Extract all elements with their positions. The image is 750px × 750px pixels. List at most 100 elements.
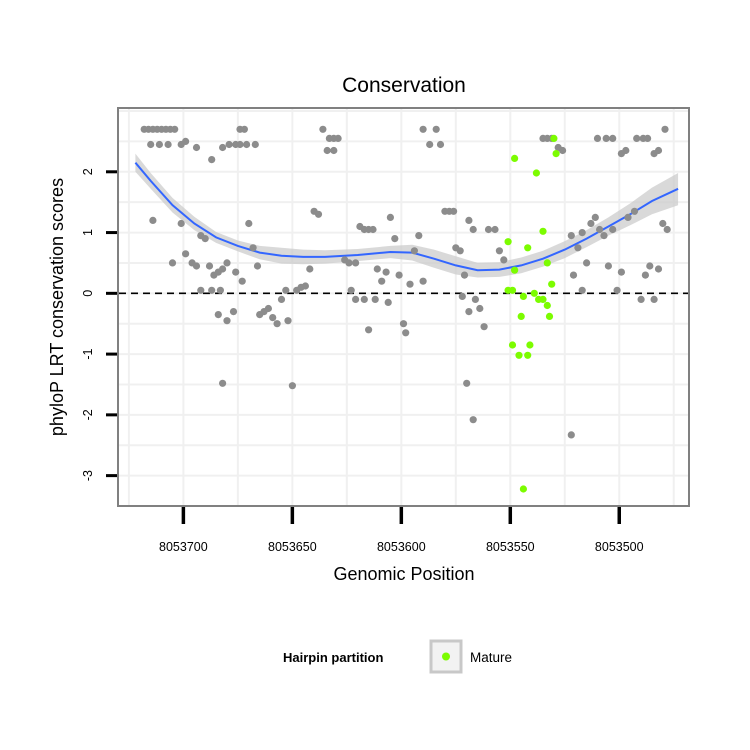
point-other (426, 140, 434, 149)
point-other (240, 125, 248, 133)
point-other (192, 262, 201, 270)
point-other (168, 259, 177, 267)
point-other (465, 308, 473, 316)
plot-panel (117, 107, 690, 507)
point-other (284, 317, 292, 325)
grid-lines (119, 109, 688, 505)
point-other (456, 247, 464, 255)
point-other (365, 326, 373, 334)
point-other (219, 143, 227, 152)
point-mature (532, 169, 541, 177)
y-axis: 2 1 0 -1 -2 -3 (81, 168, 117, 481)
point-other (593, 134, 602, 142)
point-mature (517, 312, 525, 320)
point-other (384, 298, 392, 306)
legend-mature-dot (442, 652, 450, 661)
y-tick-label: -1 (81, 348, 95, 359)
point-other (495, 247, 503, 255)
point-mature (508, 286, 517, 294)
point-other (463, 379, 471, 387)
point-mature (526, 341, 534, 349)
point-mature (550, 134, 558, 142)
point-other (419, 125, 427, 133)
point-other (288, 382, 296, 390)
point-mature (548, 280, 556, 288)
point-other (604, 262, 613, 270)
point-other (251, 140, 259, 149)
point-other (319, 125, 327, 133)
point-mature (539, 227, 547, 235)
point-other (223, 259, 231, 267)
point-other (232, 268, 240, 276)
point-other (197, 286, 205, 294)
point-mature (545, 312, 554, 320)
point-other (406, 280, 414, 288)
point-other (201, 235, 209, 243)
point-other (469, 225, 477, 234)
point-other (386, 213, 394, 221)
point-other (410, 247, 418, 255)
point-other (613, 286, 621, 294)
point-other (646, 262, 654, 270)
point-other (609, 134, 617, 142)
point-other (491, 225, 499, 234)
point-other (236, 140, 244, 149)
point-other (345, 259, 353, 267)
point-other (432, 125, 440, 133)
point-other (637, 295, 645, 303)
point-other (269, 314, 277, 322)
point-other (583, 259, 591, 267)
point-other (641, 271, 650, 279)
point-other (192, 143, 201, 152)
point-other (458, 292, 466, 300)
point-other (171, 125, 179, 133)
point-other (245, 219, 253, 228)
point-mature (543, 301, 551, 310)
point-other (609, 225, 617, 234)
point-other (661, 125, 669, 133)
point-mature (524, 351, 532, 359)
point-other (465, 216, 473, 224)
point-other (395, 271, 403, 279)
point-other (282, 286, 290, 294)
point-other (382, 268, 390, 276)
point-other (371, 295, 379, 303)
point-other (264, 304, 272, 313)
point-other (378, 277, 386, 285)
x-tick-label: 8053500 (595, 540, 644, 554)
point-other (208, 156, 216, 164)
point-other (164, 140, 172, 149)
point-mature (510, 266, 519, 274)
x-tick-label: 8053600 (377, 540, 426, 554)
point-mature (515, 351, 523, 359)
point-mature (504, 238, 512, 246)
point-other (624, 213, 632, 221)
point-mature (524, 244, 532, 252)
x-tick-label: 8053650 (268, 540, 317, 554)
point-other (415, 232, 423, 240)
point-other (659, 219, 667, 228)
point-other (277, 295, 286, 303)
point-mature (539, 295, 547, 303)
x-tick-label: 8053700 (159, 540, 208, 554)
point-mature (552, 150, 560, 158)
point-other (630, 207, 639, 215)
point-other (243, 140, 251, 149)
series-mature (504, 134, 560, 493)
point-other (323, 146, 331, 155)
point-other (155, 140, 163, 149)
point-other (484, 225, 493, 234)
point-other (469, 416, 477, 424)
data-points (140, 125, 671, 493)
point-other (306, 265, 314, 273)
point-other (360, 295, 368, 303)
point-other (214, 311, 222, 319)
point-other (352, 295, 360, 303)
point-other (622, 146, 630, 155)
point-other (314, 210, 323, 218)
point-other (253, 262, 262, 270)
point-other (369, 225, 377, 234)
point-other (352, 259, 360, 267)
point-other (399, 320, 408, 328)
